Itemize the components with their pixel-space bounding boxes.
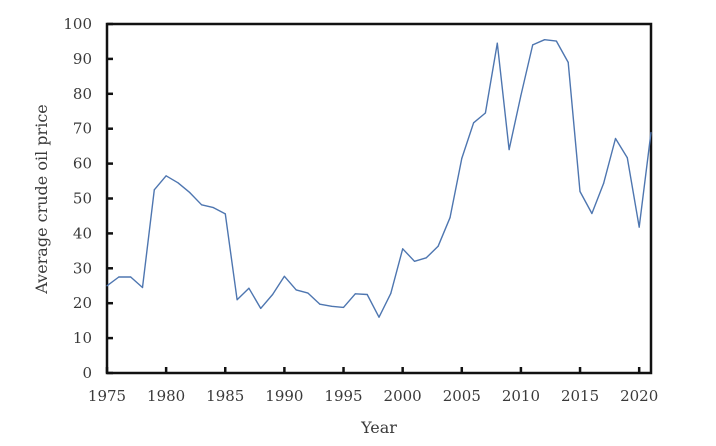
data-point xyxy=(532,44,534,46)
y-axis-title: Average crude oil price xyxy=(32,104,51,295)
data-point xyxy=(603,182,605,184)
y-tick-label: 20 xyxy=(73,294,92,312)
data-point xyxy=(354,293,356,295)
data-point xyxy=(413,260,416,262)
y-tick-label: 0 xyxy=(82,364,92,382)
data-point xyxy=(614,137,617,140)
data-point xyxy=(567,61,569,64)
data-point xyxy=(461,157,463,159)
data-point xyxy=(366,293,368,296)
data-point xyxy=(248,287,250,289)
y-axis-ticks xyxy=(107,22,113,375)
data-point xyxy=(390,292,392,294)
y-tick-label: 90 xyxy=(73,50,92,68)
data-point xyxy=(224,213,226,215)
x-tick-label: 1990 xyxy=(265,387,303,405)
y-tick-label: 30 xyxy=(73,259,92,277)
x-tick-label: 1995 xyxy=(324,387,362,405)
data-point xyxy=(425,257,427,259)
data-point xyxy=(212,207,214,209)
data-point xyxy=(555,40,558,42)
x-tick-label: 1985 xyxy=(206,387,244,405)
x-tick-label: 1980 xyxy=(147,387,185,405)
data-point xyxy=(106,285,108,287)
x-axis-title: Year xyxy=(360,418,397,437)
x-axis-tick-labels: 1975 1980 1985 1990 1995 2000 2005 2010 2015 2020 xyxy=(88,387,658,405)
x-tick-label: 2000 xyxy=(384,387,422,405)
data-point xyxy=(473,122,475,124)
data-point xyxy=(260,307,262,309)
data-point xyxy=(496,42,498,44)
data-point xyxy=(295,289,297,291)
data-point xyxy=(402,248,404,250)
y-tick-label: 10 xyxy=(73,329,92,347)
data-point xyxy=(591,212,593,215)
data-points xyxy=(106,39,652,318)
data-point xyxy=(307,292,309,294)
data-point xyxy=(331,305,333,307)
x-tick-label: 1975 xyxy=(88,387,126,405)
data-point xyxy=(544,39,546,41)
data-point xyxy=(165,175,167,177)
data-point xyxy=(272,293,274,296)
y-tick-label: 80 xyxy=(73,85,92,103)
data-point xyxy=(508,149,510,151)
data-point xyxy=(342,306,345,308)
data-point xyxy=(484,112,486,114)
data-point xyxy=(626,157,628,159)
data-point xyxy=(201,204,203,206)
data-point xyxy=(650,131,652,134)
x-tick-label: 2020 xyxy=(620,387,658,405)
y-axis-tick-labels: 0 10 20 30 40 50 60 70 80 90 100 xyxy=(63,15,92,382)
data-point xyxy=(579,190,581,193)
x-tick-label: 2015 xyxy=(561,387,599,405)
data-point xyxy=(153,189,155,191)
y-tick-label: 70 xyxy=(73,120,92,138)
data-point xyxy=(319,303,321,305)
x-tick-label: 2005 xyxy=(443,387,481,405)
y-tick-label: 100 xyxy=(63,15,92,33)
data-point xyxy=(189,192,191,194)
data-point xyxy=(177,182,179,184)
data-point xyxy=(378,316,380,318)
data-point xyxy=(638,226,640,228)
x-tick-label: 2010 xyxy=(502,387,540,405)
data-point xyxy=(118,276,120,278)
data-point xyxy=(141,286,144,289)
data-point xyxy=(520,94,522,97)
data-point xyxy=(283,275,285,277)
x-axis-ticks xyxy=(105,367,641,373)
y-tick-label: 60 xyxy=(73,155,92,173)
y-tick-label: 40 xyxy=(73,224,92,242)
data-point xyxy=(449,217,451,219)
series-line xyxy=(106,39,652,318)
data-point xyxy=(437,245,439,247)
data-point xyxy=(236,299,238,301)
y-tick-label: 50 xyxy=(73,190,92,208)
data-point xyxy=(130,276,132,278)
